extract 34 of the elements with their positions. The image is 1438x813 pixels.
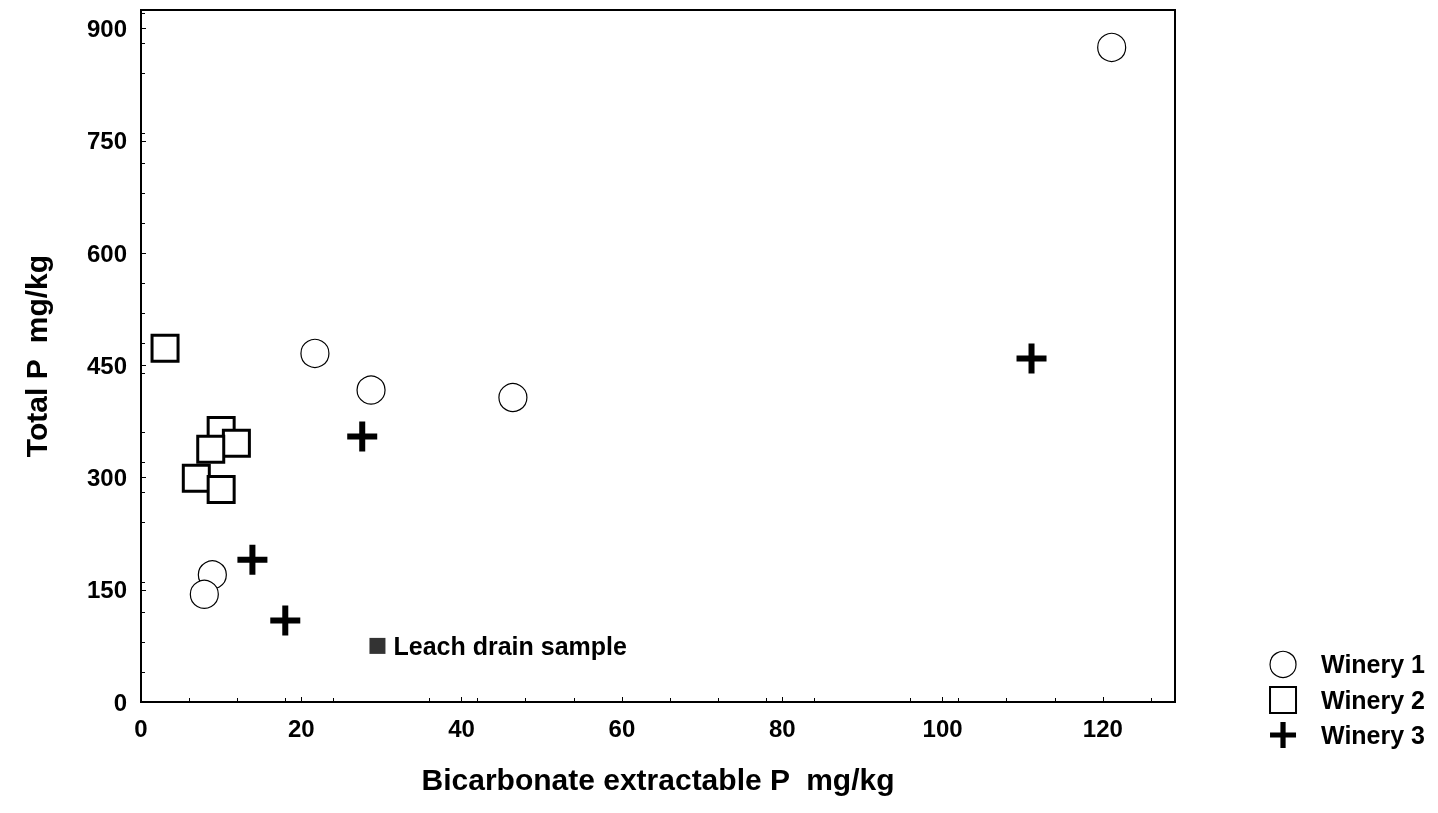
- point: [196, 434, 226, 464]
- point: [347, 421, 378, 452]
- x-tick-label: 120: [1082, 714, 1123, 742]
- point: [300, 338, 330, 368]
- point: [1097, 32, 1127, 62]
- y-tick-label: 150: [86, 576, 127, 604]
- y-tick-label: 900: [86, 15, 127, 43]
- y-tick-label: 0: [113, 688, 127, 716]
- point: [206, 475, 236, 505]
- point: [270, 605, 301, 636]
- y-axis-title: Total P mg/kg: [19, 254, 53, 458]
- x-tick-label: 0: [134, 714, 148, 742]
- y-tick-label: 300: [86, 464, 127, 492]
- point: [181, 463, 211, 493]
- point: [237, 544, 268, 575]
- y-tick-label: 450: [86, 351, 127, 379]
- x-tick-label: 20: [287, 714, 315, 742]
- point: [150, 333, 180, 363]
- x-axis-title: Bicarbonate extractable P mg/kg: [421, 762, 895, 796]
- legend-label: Winery 3: [1321, 721, 1425, 749]
- point: [498, 382, 528, 413]
- x-tick-label: 80: [768, 714, 796, 742]
- legend-label: Winery 2: [1321, 686, 1425, 714]
- point: [221, 428, 251, 458]
- point: [356, 375, 386, 405]
- point: [1016, 343, 1047, 374]
- x-tick-label: 100: [922, 714, 963, 742]
- y-tick-label: 750: [86, 127, 127, 155]
- x-tick-label: 60: [608, 714, 636, 742]
- x-tick-label: 40: [448, 714, 475, 742]
- annotation: Leach drain sample: [393, 631, 627, 660]
- legend-label: Winery 1: [1321, 650, 1426, 679]
- point: [189, 579, 219, 609]
- y-tick-label: 600: [86, 239, 127, 267]
